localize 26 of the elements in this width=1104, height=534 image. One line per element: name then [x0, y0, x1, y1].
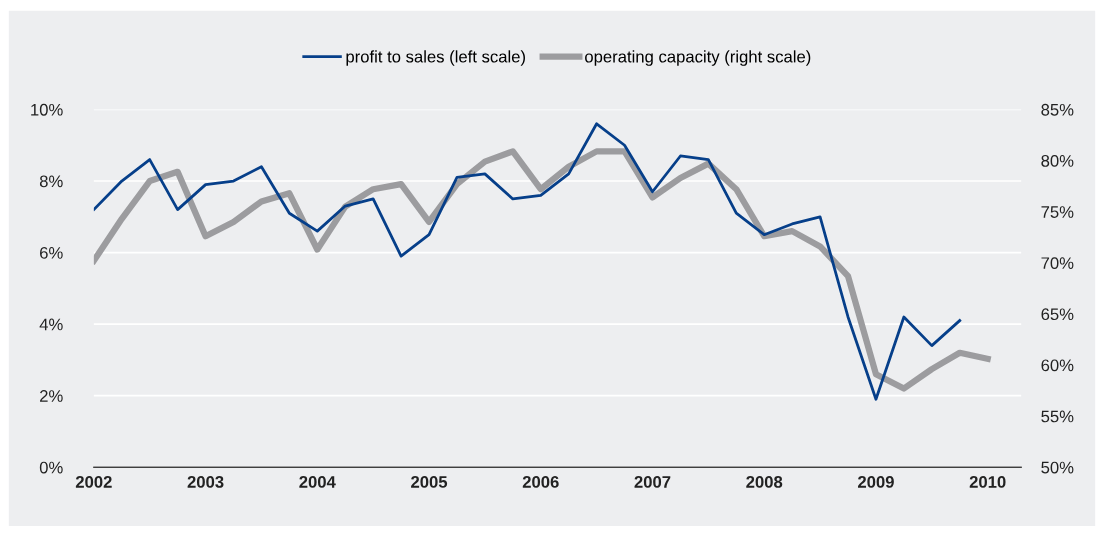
y-tick-label: 4% — [39, 318, 63, 331]
y-tick-label: 8% — [39, 175, 63, 188]
legend-label: profit to sales (left scale) — [346, 50, 525, 66]
y2-tick-label: 65% — [1041, 308, 1074, 321]
y2-tick-label: 85% — [1041, 103, 1074, 116]
x-tick-label: 2003 — [187, 476, 224, 488]
x-tick-label: 2006 — [522, 476, 559, 488]
y2-tick-label: 60% — [1041, 359, 1074, 372]
x-tick-label: 2005 — [411, 476, 448, 488]
legend-label: operating capacity (right scale) — [585, 50, 811, 66]
y-tick-label: 10% — [31, 103, 63, 116]
y2-tick-label: 70% — [1041, 257, 1074, 270]
x-tick-label: 2008 — [746, 476, 783, 488]
x-tick-label: 2004 — [299, 476, 336, 488]
y2-tick-label: 75% — [1041, 206, 1074, 218]
y2-tick-label: 55% — [1041, 410, 1074, 423]
x-tick-label: 2002 — [75, 476, 112, 488]
y-tick-label: 2% — [40, 390, 63, 402]
x-tick-label: 2010 — [969, 476, 1006, 488]
y-tick-label: 6% — [40, 246, 63, 259]
x-tick-label: 2007 — [634, 476, 671, 488]
y2-tick-label: 50% — [1041, 461, 1074, 474]
y-tick-label: 0% — [39, 461, 63, 474]
line-series — [93, 122, 962, 401]
y2-tick-label: 80% — [1041, 154, 1074, 167]
x-tick-label: 2009 — [857, 476, 894, 488]
